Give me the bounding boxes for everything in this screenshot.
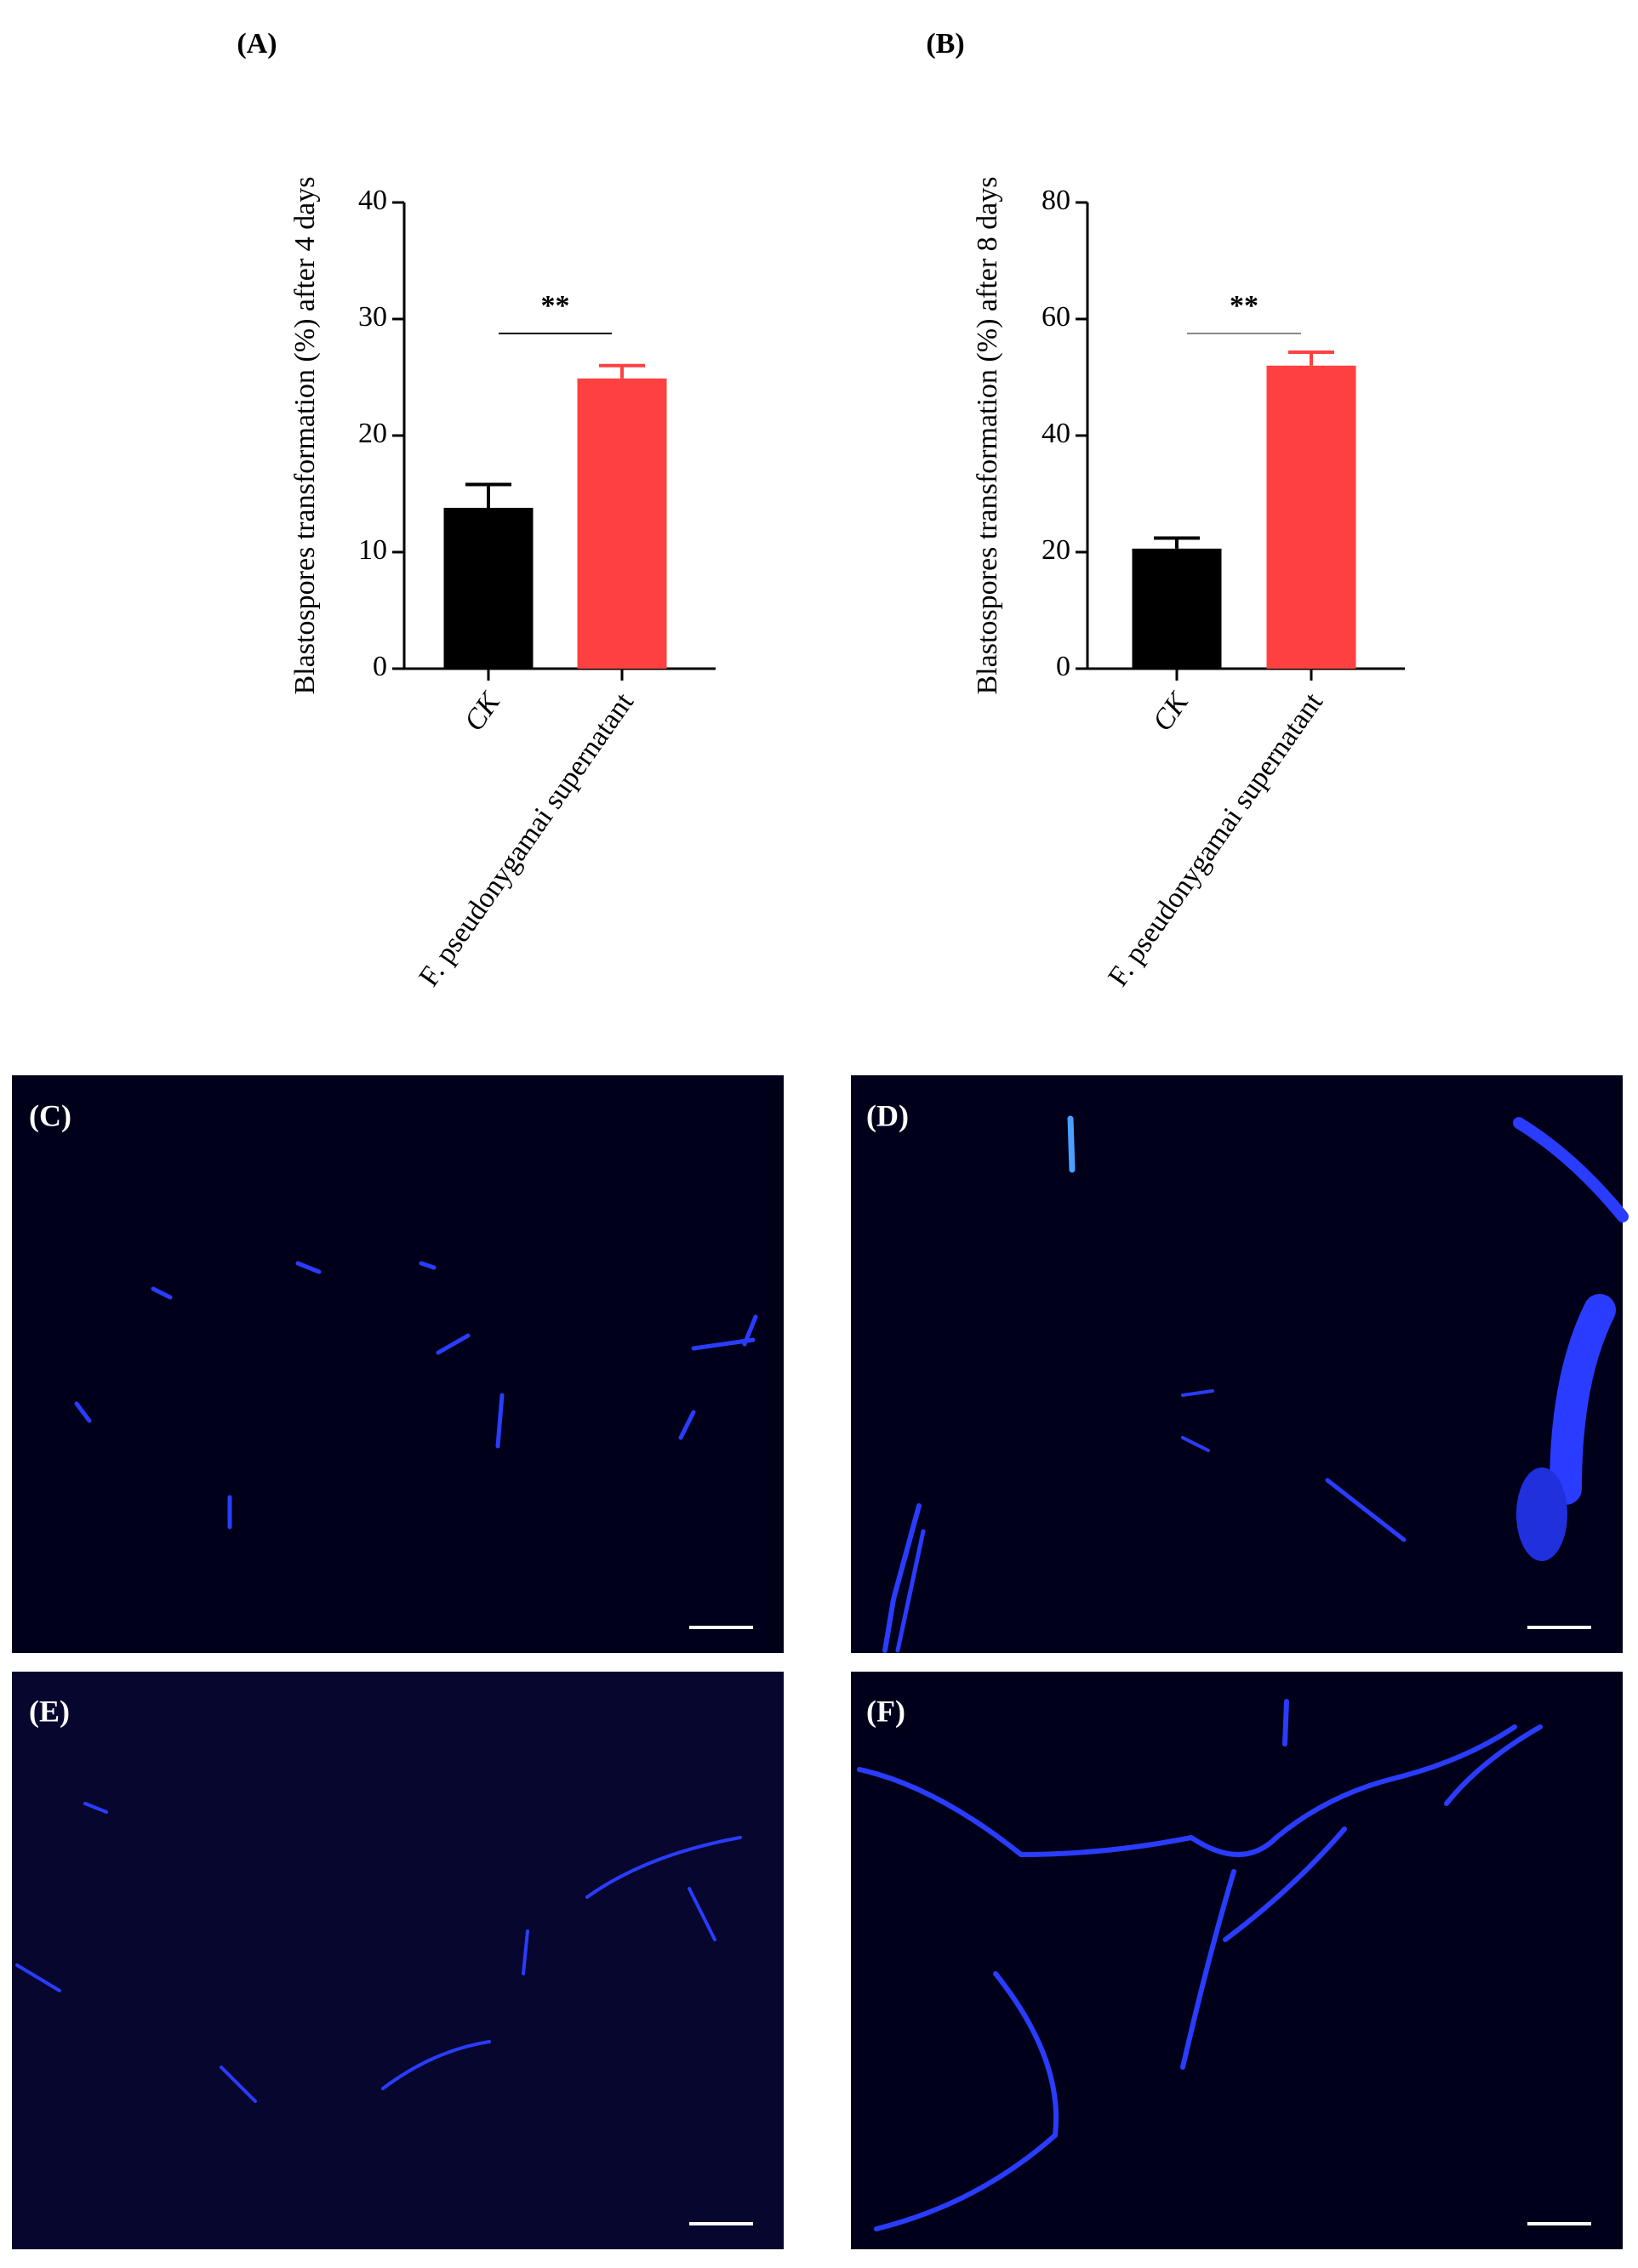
micrograph xyxy=(851,1075,1623,1653)
panel-title: (B) xyxy=(926,28,964,60)
bar xyxy=(1266,365,1356,669)
y-tick-label: 30 xyxy=(358,301,387,333)
hyphae xyxy=(74,1261,758,1530)
panel-title: (A) xyxy=(237,28,277,60)
error-bar xyxy=(1154,536,1200,549)
y-tick-label: 20 xyxy=(358,418,387,449)
error-bar xyxy=(465,482,511,508)
y-axis-label: Blastospores transformation (%) after 8 … xyxy=(972,177,1003,695)
error-bar xyxy=(1288,350,1334,366)
y-tick-label: 40 xyxy=(358,185,387,216)
x-tick-label: CK xyxy=(1147,686,1196,737)
x-tick-label: CK xyxy=(459,686,508,737)
x-tick-label: F. pseudonygamai supernatant xyxy=(413,687,640,992)
y-tick-label: 80 xyxy=(1042,185,1070,216)
panel-label: (F) xyxy=(866,1694,905,1728)
panel-f: (F) xyxy=(851,1672,1623,2249)
y-tick-label: 60 xyxy=(1042,301,1070,333)
panel-label: (C) xyxy=(29,1098,71,1132)
micrograph xyxy=(12,1075,784,1653)
hyphae xyxy=(15,1802,742,2103)
hyphae xyxy=(857,1699,1543,2231)
y-tick-label: 0 xyxy=(373,651,387,682)
y-axis-label: Blastospores transformation (%) after 4 … xyxy=(289,177,321,695)
y-tick-label: 20 xyxy=(1042,534,1070,566)
bar xyxy=(577,378,667,669)
significance-label: ** xyxy=(1230,290,1258,322)
y-tick-label: 0 xyxy=(1056,651,1070,682)
panel-e: (E) xyxy=(12,1672,784,2249)
micrograph xyxy=(851,1672,1623,2249)
x-tick-label: F. pseudonygamai supernatant xyxy=(1102,687,1329,992)
y-tick-label: 10 xyxy=(358,534,387,566)
micrograph xyxy=(12,1672,784,2249)
panel-c: (C) xyxy=(12,1075,784,1653)
bar xyxy=(443,507,534,669)
panel-label: (E) xyxy=(29,1694,70,1728)
error-bar xyxy=(599,363,645,379)
panel-label: (D) xyxy=(866,1098,909,1132)
y-tick-label: 40 xyxy=(1042,418,1070,449)
panel-d: (D) xyxy=(851,1075,1629,1653)
hyphae xyxy=(882,1115,1629,1653)
bar xyxy=(1132,548,1222,669)
significance-label: ** xyxy=(541,290,570,322)
